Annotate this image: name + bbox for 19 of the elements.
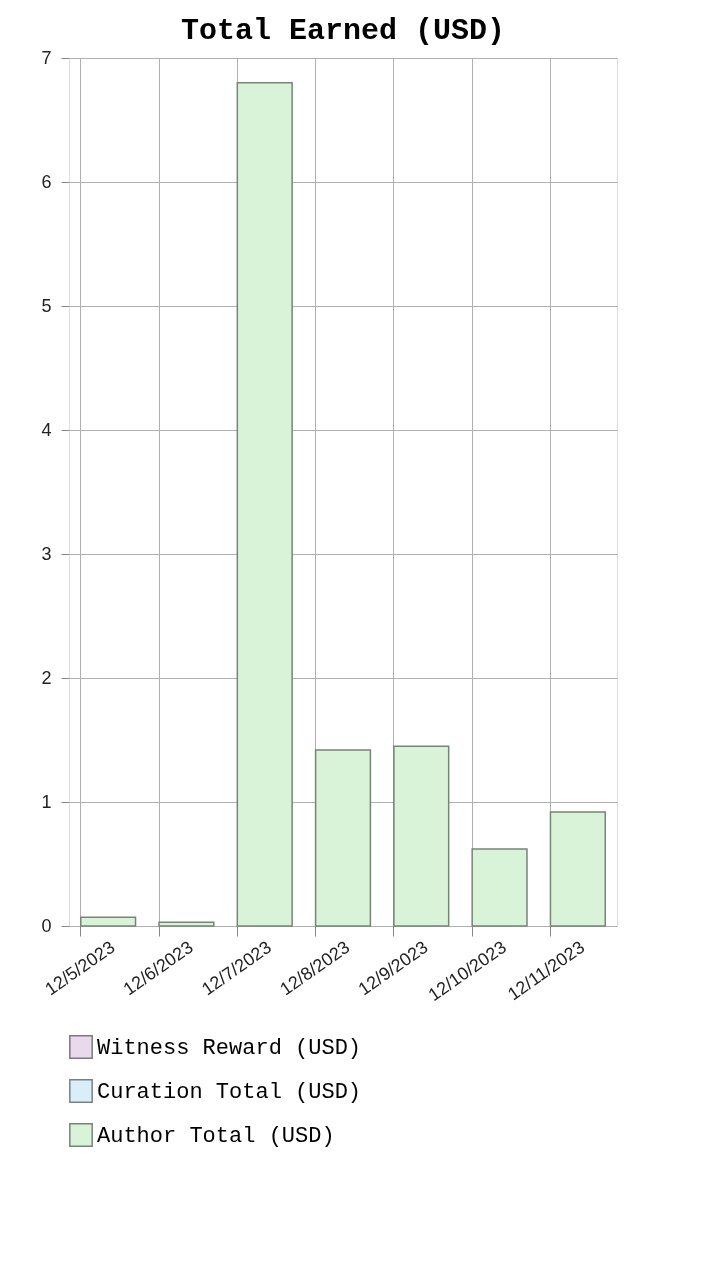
bar (236, 82, 293, 927)
y-tick-label: 4 (41, 419, 52, 440)
y-tick-label: 2 (41, 667, 52, 688)
legend-label: Curation Total (USD) (97, 1080, 362, 1105)
bar (393, 745, 450, 927)
y-tick-label: 0 (41, 915, 52, 936)
chart-title: Total Earned (USD) (180, 14, 506, 48)
y-tick-label: 3 (41, 543, 52, 564)
bar (314, 749, 372, 927)
bar (471, 848, 528, 927)
y-tick-label: 7 (41, 47, 52, 68)
y-tick-label: 6 (41, 171, 52, 192)
bar (158, 921, 215, 927)
legend-label: Author Total (USD) (97, 1124, 335, 1149)
y-tick-label: 1 (41, 791, 52, 812)
bar (549, 811, 607, 927)
y-tick-label: 5 (41, 295, 52, 316)
bar (79, 916, 137, 927)
legend-label: Witness Reward (USD) (97, 1036, 362, 1061)
